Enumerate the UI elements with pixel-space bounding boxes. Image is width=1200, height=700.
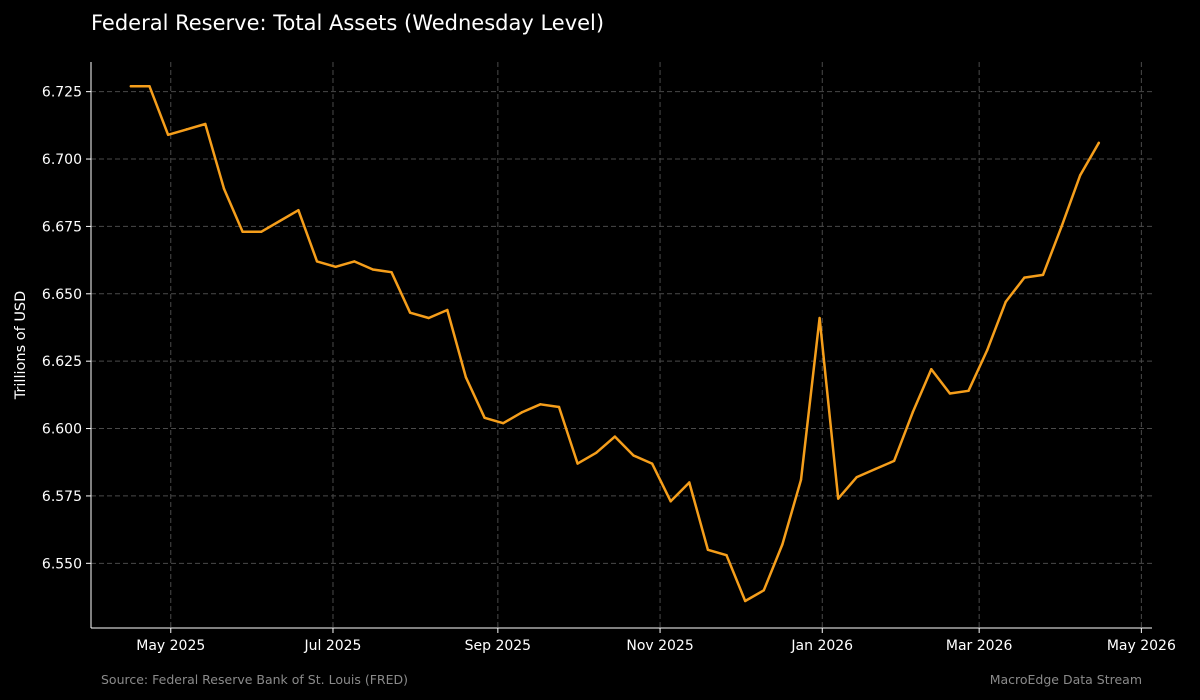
y-tick-label: 6.625 [42,354,82,370]
chart-axes [86,62,1152,633]
data-point [613,435,617,438]
data-point [706,548,710,552]
data-point [222,187,226,190]
data-point [911,411,914,414]
x-tick-label: May 2025 [136,638,205,654]
data-point [743,599,747,603]
data-point [930,368,933,371]
data-point [725,554,728,557]
data-point [371,268,375,271]
source-note: Source: Federal Reserve Bank of St. Loui… [101,672,409,687]
data-point [874,467,877,471]
series-line [129,85,1101,603]
data-point [632,454,635,457]
data-point [278,219,281,223]
data-point [1023,276,1026,279]
data-point [762,589,765,592]
y-tick-label: 6.575 [42,489,82,505]
x-tick-label: Sep 2025 [465,638,531,654]
data-point [241,230,244,233]
data-point [520,411,523,414]
data-point [1079,174,1082,177]
x-tick-label: May 2026 [1107,638,1176,654]
x-tick-label: Jan 2026 [790,638,853,654]
data-point [781,543,784,546]
x-tick-label: Nov 2025 [626,638,693,654]
data-point [129,85,133,88]
tick-labels: 6.550 6.575 6.600 6.625 6.650 6.675 6.700 6.725… [42,85,1176,654]
y-tick-label: 6.650 [42,287,82,303]
data-point [501,421,505,425]
y-tick-label: 6.675 [42,219,82,235]
data-point [483,416,486,419]
data-point [967,389,970,393]
data-point [576,462,579,465]
brand-note: MacroEdge Data Stream [989,672,1142,687]
y-tick-label: 6.700 [42,152,82,168]
data-point [595,451,598,455]
data-point [259,230,263,233]
data-point [1041,273,1045,277]
data-point [446,308,449,312]
data-point [837,497,840,500]
data-point [1097,141,1101,145]
y-axis-title: Trillions of USD [13,291,29,401]
y-tick-label: 6.600 [42,422,82,438]
data-point [334,265,337,269]
data-point [297,209,300,212]
data-point [185,128,188,131]
y-tick-label: 6.550 [42,556,82,572]
x-tick-label: Jul 2025 [303,638,361,654]
data-point [408,311,412,314]
data-point [855,475,859,479]
data-point [669,500,672,503]
x-tick-label: Mar 2026 [946,638,1013,654]
chart-title: Federal Reserve: Total Assets (Wednesday… [91,11,605,35]
data-point [204,122,207,126]
data-point [315,260,319,263]
data-point [818,316,821,320]
data-point [557,405,561,409]
data-point [353,260,356,263]
data-point [985,349,989,352]
data-point [650,462,654,465]
data-point [688,481,691,484]
data-point [1004,300,1007,304]
data-point [427,316,430,320]
grid-lines [91,62,1152,628]
data-point [148,85,151,88]
data-point [166,133,170,136]
data-point [539,403,542,406]
data-point [892,459,896,463]
data-point [948,392,952,395]
data-point [1060,225,1063,228]
data-point [464,376,468,379]
data-point [390,271,393,274]
data-point [799,478,803,481]
y-tick-label: 6.725 [42,85,82,101]
series-layer [129,85,1101,603]
